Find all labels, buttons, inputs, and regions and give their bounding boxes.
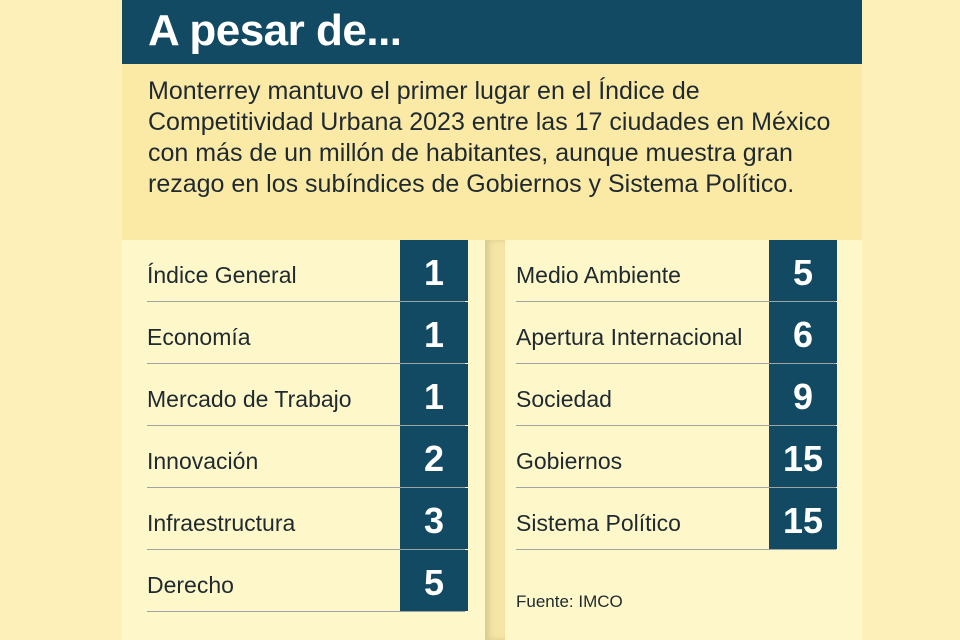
table-row: Gobiernos 15 (516, 426, 960, 488)
row-divider (147, 611, 465, 612)
row-label: Sociedad (516, 386, 612, 412)
left-margin (0, 0, 122, 640)
rank-badge: 9 (769, 364, 837, 425)
source-note: Fuente: IMCO (516, 592, 623, 611)
rank-badge: 1 (400, 240, 468, 301)
row-label: Gobiernos (516, 448, 623, 474)
rank-badge: 1 (400, 302, 468, 363)
row-label: Derecho (147, 572, 234, 598)
rank-badge: 15 (769, 488, 837, 549)
table-row: Índice General 1 (147, 240, 493, 302)
table-row: Mercado de Trabajo 1 (147, 364, 493, 426)
rank-badge: 5 (400, 550, 468, 611)
row-divider (147, 425, 465, 426)
right-margin (862, 0, 960, 640)
intro-band (122, 64, 862, 240)
intro-text: Monterrey mantuvo el primer lugar en el … (148, 77, 831, 198)
rank-badge: 2 (400, 426, 468, 487)
row-label: Apertura Internacional (516, 324, 743, 350)
row-label: Mercado de Trabajo (147, 386, 352, 412)
title-banner: A pesar de... (122, 0, 862, 64)
rank-badge: 6 (769, 302, 837, 363)
row-label: Sistema Político (516, 510, 681, 536)
row-divider (147, 549, 465, 550)
table-row: Derecho 5 (147, 550, 493, 612)
table-row: Sociedad 9 (516, 364, 960, 426)
row-divider (516, 487, 836, 488)
row-label: Innovación (147, 448, 259, 474)
page-title: A pesar de... (148, 6, 402, 55)
row-divider (516, 425, 836, 426)
row-divider (147, 487, 465, 488)
row-label: Economía (147, 324, 251, 350)
row-divider (147, 363, 465, 364)
row-label: Índice General (147, 262, 297, 288)
column-divider (485, 240, 505, 640)
table-row: Economía 1 (147, 302, 493, 364)
row-divider (147, 301, 465, 302)
rank-badge: 5 (769, 240, 837, 301)
card: A pesar de... Monterrey mantuvo el prime… (122, 0, 862, 640)
row-divider (516, 301, 836, 302)
table-row: Sistema Político 15 (516, 488, 960, 550)
rank-badge: 15 (769, 426, 837, 487)
rank-badge: 1 (400, 364, 468, 425)
row-label: Medio Ambiente (516, 262, 681, 288)
row-label: Infraestructura (147, 510, 296, 536)
row-divider (516, 549, 836, 550)
table-row: Infraestructura 3 (147, 488, 493, 550)
rank-badge: 3 (400, 488, 468, 549)
table-row: Medio Ambiente 5 (516, 240, 960, 302)
table-row: Innovación 2 (147, 426, 493, 488)
table-row: Apertura Internacional 6 (516, 302, 960, 364)
row-divider (516, 363, 836, 364)
